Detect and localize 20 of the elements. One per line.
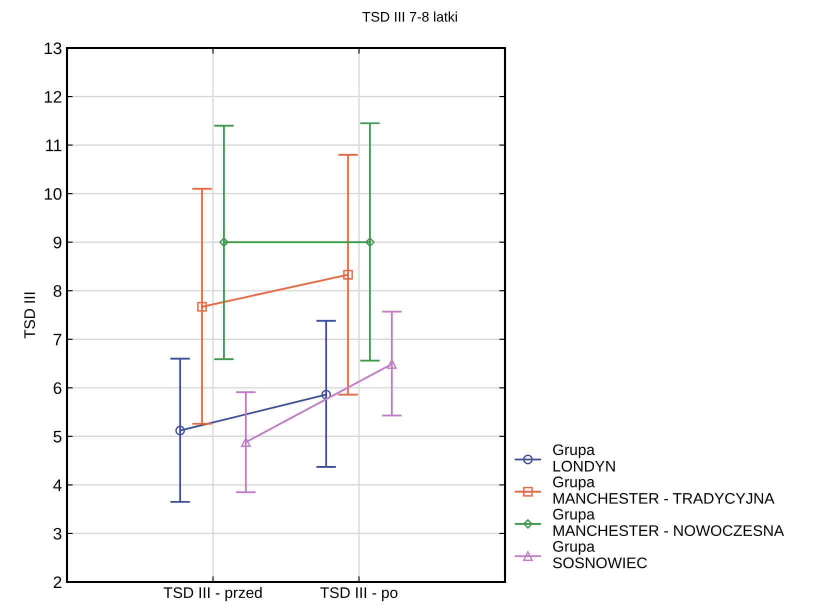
y-tick-label: 13: [44, 42, 62, 54]
y-tick-label: 9: [54, 236, 62, 248]
legend-label: Grupa MANCHESTER - NOWOCZESNA: [553, 508, 784, 536]
y-tick-label: 8: [54, 285, 62, 297]
x-tick-label: TSD III - po: [320, 587, 398, 602]
y-tick-label: 10: [44, 188, 62, 200]
y-axis-title: TSD III: [24, 292, 36, 338]
y-tick-label: 12: [44, 90, 62, 103]
chart-title: TSD III 7-8 latki: [362, 12, 457, 22]
y-tick-label: 3: [54, 528, 62, 540]
y-tick-label: 11: [46, 140, 62, 152]
legend-label: Grupa SOSNOWIEC: [553, 541, 647, 568]
y-tick-label: 2: [54, 576, 62, 588]
x-tick-label: TSD III - przed: [164, 586, 262, 602]
y-tick-label: 4: [53, 479, 62, 491]
y-tick-label: 7: [54, 334, 62, 346]
legend-label: Grupa LONDYN: [553, 444, 615, 472]
legend-label: Grupa MANCHESTER - TRADYCYJNA: [553, 476, 774, 504]
y-tick-label: 6: [54, 382, 62, 394]
y-tick-label: 5: [54, 430, 62, 443]
